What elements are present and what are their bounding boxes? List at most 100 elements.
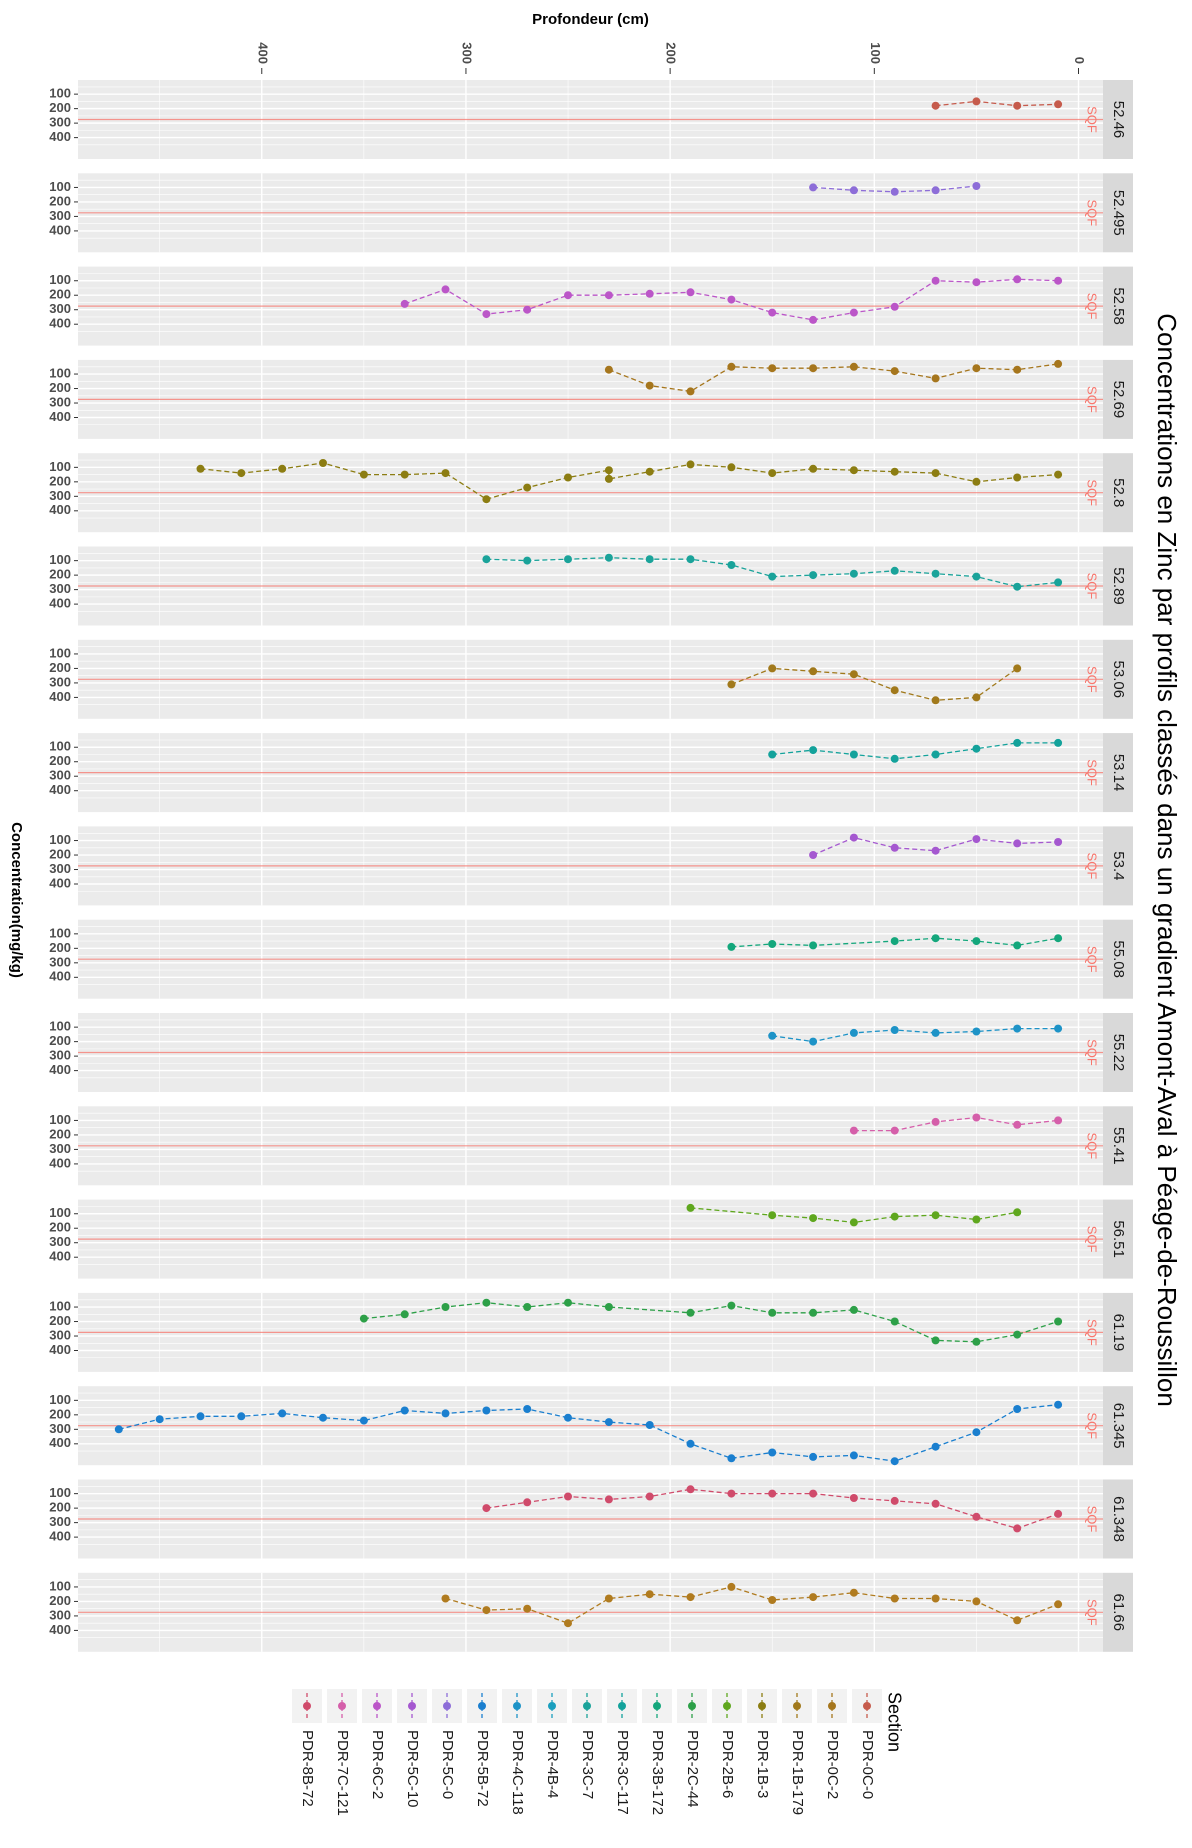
sqf-label: SQF (1085, 1599, 1100, 1626)
y-tick-label: 300 (49, 1234, 71, 1249)
panel-strip (1103, 359, 1133, 439)
sqf-label: SQF (1085, 759, 1100, 786)
data-point (645, 467, 654, 476)
data-point (972, 477, 981, 486)
panel-strip (1103, 919, 1133, 999)
y-tick-label: 200 (49, 1033, 71, 1048)
data-point (849, 670, 858, 679)
data-point (849, 1028, 858, 1037)
data-point (768, 1031, 777, 1040)
data-point (972, 937, 981, 946)
data-point (849, 308, 858, 317)
data-point (114, 1425, 123, 1434)
y-tick-label: 100 (49, 365, 71, 380)
data-point (482, 495, 491, 504)
x-tick-label: 100 (868, 42, 883, 64)
data-point (686, 1203, 695, 1212)
series-line-PDR-7C-121 (853, 1116, 1059, 1132)
data-point (441, 285, 450, 294)
data-point (686, 1485, 695, 1494)
sqf-label: SQF (1085, 1412, 1100, 1439)
data-point (890, 367, 899, 376)
y-tick-label: 100 (49, 739, 71, 754)
data-point (523, 483, 532, 492)
legend-label: PDR-2C-44 (684, 1730, 701, 1808)
legend-label: PDR-8B-72 (299, 1730, 316, 1807)
y-tick-label: 300 (49, 301, 71, 316)
y-tick-label: 200 (49, 660, 71, 675)
data-point (604, 291, 613, 300)
y-tick-label: 300 (49, 1327, 71, 1342)
data-point (890, 754, 899, 763)
data-point (400, 1310, 409, 1319)
data-point (523, 1604, 532, 1613)
x-tick-label: 0 (1072, 57, 1087, 64)
data-point (1054, 1116, 1063, 1125)
data-point (564, 555, 572, 564)
y-tick-label: 200 (49, 753, 71, 768)
sqf-label: SQF (1085, 666, 1100, 693)
data-point (482, 555, 491, 564)
data-point (849, 1451, 858, 1460)
data-point (1054, 359, 1063, 368)
data-point (768, 364, 777, 373)
data-point (849, 569, 858, 578)
panel-strip (1103, 733, 1133, 813)
y-tick-label: 300 (49, 581, 71, 596)
data-point (604, 474, 613, 483)
y-tick-label: 300 (49, 1421, 71, 1436)
data-point (849, 1494, 858, 1502)
data-point (890, 566, 899, 575)
data-point (1013, 1524, 1022, 1533)
data-point (727, 1489, 736, 1498)
data-point (686, 387, 695, 396)
panel-label: 53.06 (1110, 661, 1127, 699)
data-point (237, 1412, 246, 1421)
panel-strip (1103, 1199, 1133, 1279)
legend-label: PDR-6C-2 (369, 1730, 386, 1799)
data-point (1013, 1208, 1022, 1217)
data-point (564, 1413, 572, 1422)
data-point (768, 1308, 777, 1317)
legend-title: Section (884, 1692, 904, 1752)
data-point (931, 1211, 940, 1220)
data-point (768, 308, 777, 317)
data-point (604, 1303, 613, 1311)
legend-key-point (793, 1702, 801, 1710)
legend-label: PDR-0C-0 (859, 1730, 876, 1799)
panel-label: 55.41 (1110, 1127, 1127, 1165)
y-tick-label: 300 (49, 488, 71, 503)
data-point (1013, 365, 1022, 374)
y-axis-title: Concentration(mg/kg) (8, 822, 25, 978)
data-point (1054, 1024, 1063, 1033)
legend-label: PDR-1B-3 (754, 1730, 771, 1798)
data-point (972, 1428, 981, 1437)
data-point (809, 1308, 818, 1317)
data-point (1013, 664, 1022, 673)
data-point (768, 572, 777, 581)
y-tick-label: 100 (49, 1392, 71, 1407)
data-point (1013, 1616, 1022, 1625)
data-point (564, 1492, 572, 1501)
y-tick-label: 200 (49, 1500, 71, 1515)
legend-key-point (338, 1702, 346, 1710)
data-point (768, 1448, 777, 1457)
chart-title: Concentrations en Zinc par profils class… (1152, 313, 1182, 1407)
data-point (1054, 738, 1063, 747)
x-tick-label: 200 (664, 42, 679, 64)
y-tick-label: 200 (49, 193, 71, 208)
data-point (972, 182, 981, 190)
y-tick-label: 400 (49, 502, 71, 517)
data-point (441, 1409, 450, 1418)
data-point (809, 941, 818, 950)
data-point (155, 1415, 164, 1424)
y-tick-label: 200 (49, 940, 71, 955)
y-tick-label: 200 (49, 1126, 71, 1141)
data-point (604, 1418, 613, 1427)
